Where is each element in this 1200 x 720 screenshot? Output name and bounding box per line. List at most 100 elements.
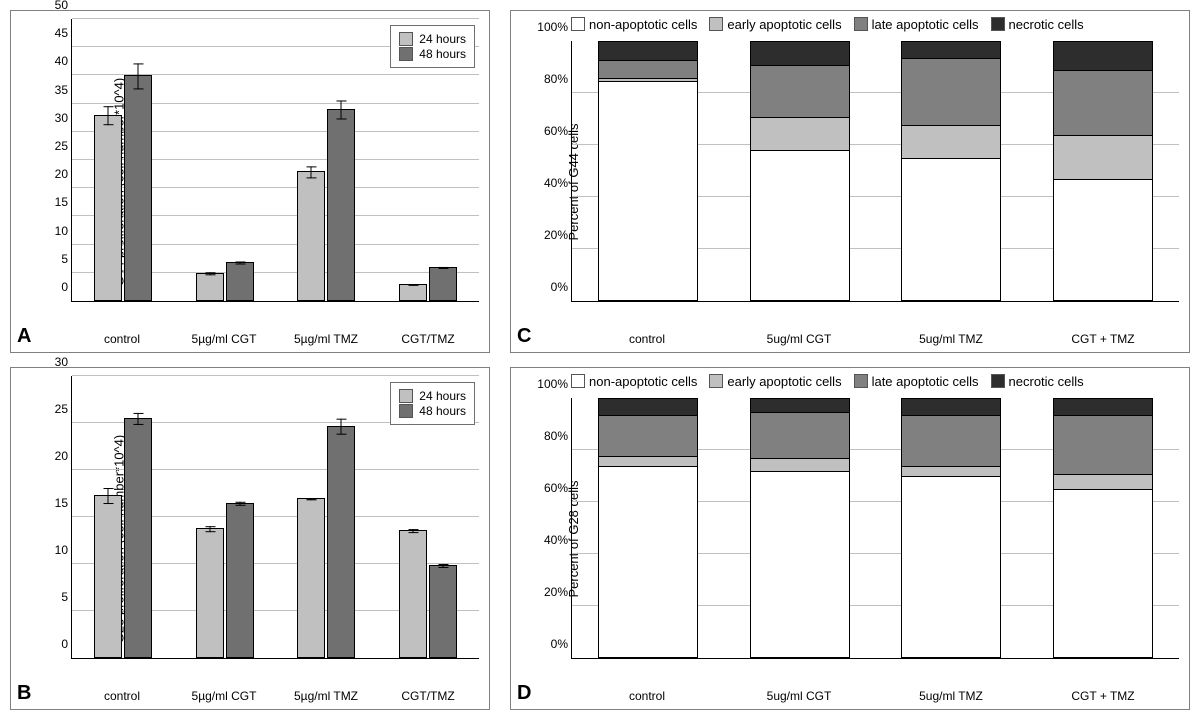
panel-c-plot: 0%20%40%60%80%100% [571,41,1179,302]
stacked-bar [750,398,850,658]
bar-segment [1054,474,1152,489]
bar-segment [751,65,849,117]
xtick-label: control [571,689,723,703]
legend-swatch [399,47,413,61]
error-bar [209,273,210,276]
bar-segment [1054,415,1152,474]
legend-swatch [399,32,413,46]
legend-swatch [854,374,868,388]
legend-swatch [991,374,1005,388]
error-bar [341,101,342,120]
bar-segment [1054,399,1152,414]
panel-a-letter: A [17,325,31,348]
xtick-label: control [71,332,173,346]
error-bar [137,413,138,425]
ytick-label: 25 [55,402,72,416]
panel-c-xaxis: control5ug/ml CGT5ug/ml TMZCGT + TMZ [571,332,1179,346]
xtick-label: 5ug/ml TMZ [875,332,1027,346]
panel-b-legend: 24 hours48 hours [390,382,475,425]
ytick-label: 40% [544,176,572,190]
ytick-label: 15 [55,496,72,510]
bar [399,530,427,658]
bar-group [1027,398,1179,658]
error-bar [413,284,414,285]
bar [226,262,254,301]
bar [429,267,457,301]
bar-segment [599,456,697,466]
panel-a-legend: 24 hours48 hours [390,25,475,68]
figure-container: G44 proliferation (cell number*10^4) 051… [0,0,1200,720]
bar-groups [572,398,1179,658]
legend-swatch [399,404,413,418]
bar-group [572,398,724,658]
ytick-label: 60% [544,481,572,495]
bar-segment [902,158,1000,300]
panel-d-letter: D [517,682,531,705]
legend-swatch [571,17,585,31]
ytick-label: 35 [55,83,72,97]
bar-group [876,398,1028,658]
legend-item: necrotic cells [991,374,1084,389]
legend-swatch [854,17,868,31]
legend-label: early apoptotic cells [727,374,841,389]
bar-segment [599,60,697,78]
panel-b-xaxis: control5µg/ml CGT5µg/ml TMZCGT/TMZ [71,689,479,703]
panel-b-letter: B [17,682,31,705]
error-bar [239,261,240,264]
bar-segment [599,42,697,60]
legend-label: non-apoptotic cells [589,17,697,32]
error-bar [413,529,414,533]
panel-d-plot: 0%20%40%60%80%100% [571,398,1179,659]
legend-label: non-apoptotic cells [589,374,697,389]
bar-segment [599,399,697,414]
bar-segment [1054,70,1152,135]
bar-segment [751,412,849,458]
legend-item: necrotic cells [991,17,1084,32]
panel-b: G28 proliferation (cell number*10^4) 051… [10,367,490,710]
bar-group [276,19,378,301]
bar-group [1027,41,1179,301]
bar-segment [1054,135,1152,179]
bar-segment [902,58,1000,125]
bar [196,273,224,301]
legend-item: 48 hours [399,47,466,61]
error-bar [311,498,312,501]
legend-item: early apoptotic cells [709,374,841,389]
error-bar [107,107,108,125]
ytick-label: 0 [61,280,72,294]
stacked-bar [750,41,850,301]
stacked-bar [901,398,1001,658]
panel-d-xaxis: control5ug/ml CGT5ug/ml TMZCGT + TMZ [571,689,1179,703]
panel-c-letter: C [517,325,531,348]
ytick-label: 30 [55,355,72,369]
legend-label: early apoptotic cells [727,17,841,32]
error-bar [443,267,444,269]
ytick-label: 15 [55,195,72,209]
legend-label: 24 hours [419,389,466,403]
ytick-label: 20 [55,167,72,181]
bar-segment [902,466,1000,476]
bar-segment [1054,489,1152,657]
xtick-label: CGT/TMZ [377,332,479,346]
ytick-label: 20 [55,449,72,463]
bar-segment [902,42,1000,57]
panel-c: non-apoptotic cells early apoptotic cells… [510,10,1190,353]
legend-item: 24 hours [399,389,466,403]
panel-a: G44 proliferation (cell number*10^4) 051… [10,10,490,353]
ytick-label: 0 [61,637,72,651]
ytick-label: 0% [551,280,572,294]
ytick-label: 5 [61,252,72,266]
xtick-label: 5µg/ml CGT [173,332,275,346]
legend-label: 48 hours [419,47,466,61]
bar-segment [599,415,697,456]
ytick-label: 20% [544,228,572,242]
panel-a-xaxis: control5µg/ml CGT5µg/ml TMZCGT/TMZ [71,332,479,346]
ytick-label: 10 [55,224,72,238]
stacked-bar [598,398,698,658]
panel-d-legend: non-apoptotic cells early apoptotic cells… [571,370,1179,392]
bar-group [174,19,276,301]
legend-item: late apoptotic cells [854,17,979,32]
bar [399,284,427,301]
bar-segment [1054,42,1152,70]
xtick-label: CGT/TMZ [377,689,479,703]
